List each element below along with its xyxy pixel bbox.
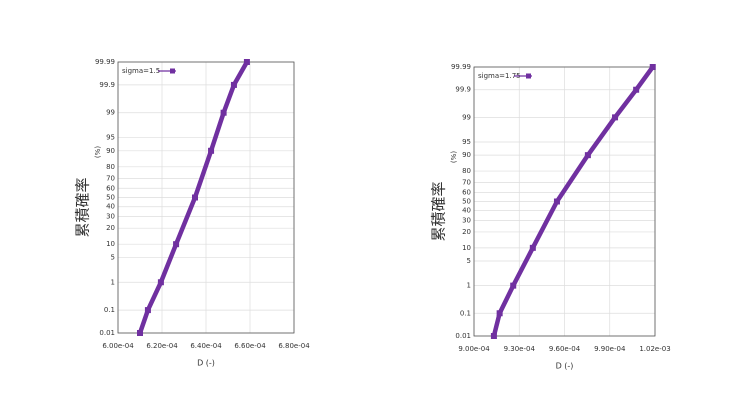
y-tick-label: 80: [106, 163, 115, 171]
y-tick-label: 10: [106, 240, 115, 248]
y-tick-label: 0.1: [104, 306, 115, 314]
y-tick-label: 99: [106, 109, 115, 117]
point: [510, 282, 517, 289]
legend-label: sigma=1.5: [122, 67, 160, 75]
y-tick-label: 99.99: [451, 63, 471, 71]
y-tick-label: 90: [462, 151, 471, 159]
y-tick-label: 40: [106, 203, 115, 211]
plot-frame: [117, 61, 295, 334]
point: [220, 109, 227, 116]
point: [230, 81, 237, 88]
y-tick-label: 0.1: [460, 309, 471, 317]
y-tick-label: 30: [462, 216, 471, 224]
x-tick-label: 9.00e-04: [458, 345, 490, 353]
y-tick-label: 20: [462, 228, 471, 236]
y-tick-label: 5: [111, 253, 115, 261]
plot-frame: [473, 66, 656, 337]
y-tick-label: 0.01: [99, 329, 115, 337]
point: [490, 333, 497, 339]
point: [208, 147, 215, 154]
point: [243, 59, 250, 65]
point: [137, 330, 143, 336]
y-tick-label: 70: [462, 179, 471, 187]
y-tick-label: 30: [106, 213, 115, 221]
x-tick-label: 1.02e-03: [639, 345, 670, 353]
y-tick-label: 99: [462, 113, 471, 121]
x-tick-label: 9.30e-04: [504, 345, 536, 353]
point: [496, 310, 503, 317]
y-tick-label: 40: [462, 207, 471, 215]
y-tick-label: 90: [106, 147, 115, 155]
y-tick-label: 60: [462, 188, 471, 196]
x-tick-label: 6.20e-04: [146, 342, 178, 350]
y-tick-label: 60: [106, 184, 115, 192]
y-tick-label: 95: [462, 138, 471, 146]
y-tick-label: 5: [467, 257, 471, 265]
point: [529, 244, 536, 251]
x-tick-label: 6.00e-04: [102, 342, 134, 350]
x-axis-label: D (-): [197, 359, 215, 368]
x-tick-label: 6.60e-04: [234, 342, 266, 350]
y-tick-label: 1: [467, 282, 471, 290]
point: [553, 198, 560, 205]
y-tick-label: 99.9: [99, 81, 115, 89]
point: [192, 194, 198, 201]
y-tick-label: 20: [106, 224, 115, 232]
y-tick-label: 70: [106, 174, 115, 182]
point: [649, 64, 656, 70]
y-tick-label: 99.99: [95, 58, 115, 66]
x-tick-label: 9.60e-04: [549, 345, 581, 353]
y-tick-label: 50: [462, 198, 471, 206]
point: [157, 279, 164, 286]
x-axis-label: D (-): [556, 362, 574, 371]
y-axis-unit: (%): [450, 151, 458, 163]
legend-marker: [526, 73, 531, 79]
legend-label: sigma=1.75: [478, 72, 521, 80]
y-tick-label: 0.01: [455, 332, 471, 340]
x-tick-label: 9.90e-04: [594, 345, 626, 353]
y-axis-unit: (%): [94, 146, 102, 158]
x-tick-label: 6.80e-04: [278, 342, 310, 350]
y-tick-label: 80: [462, 167, 471, 175]
y-tick-label: 99.9: [455, 86, 471, 94]
point: [173, 241, 180, 248]
point: [584, 152, 591, 159]
point: [612, 114, 619, 121]
y-axis-label: 累積確率: [74, 177, 92, 237]
point: [144, 307, 151, 314]
y-axis-label: 累積確率: [430, 181, 448, 241]
y-tick-label: 50: [106, 194, 115, 202]
point: [633, 86, 640, 93]
legend-marker: [170, 68, 175, 74]
y-tick-label: 10: [462, 244, 471, 252]
x-tick-label: 6.40e-04: [190, 342, 222, 350]
y-tick-label: 95: [106, 134, 115, 142]
y-tick-label: 1: [111, 278, 115, 286]
